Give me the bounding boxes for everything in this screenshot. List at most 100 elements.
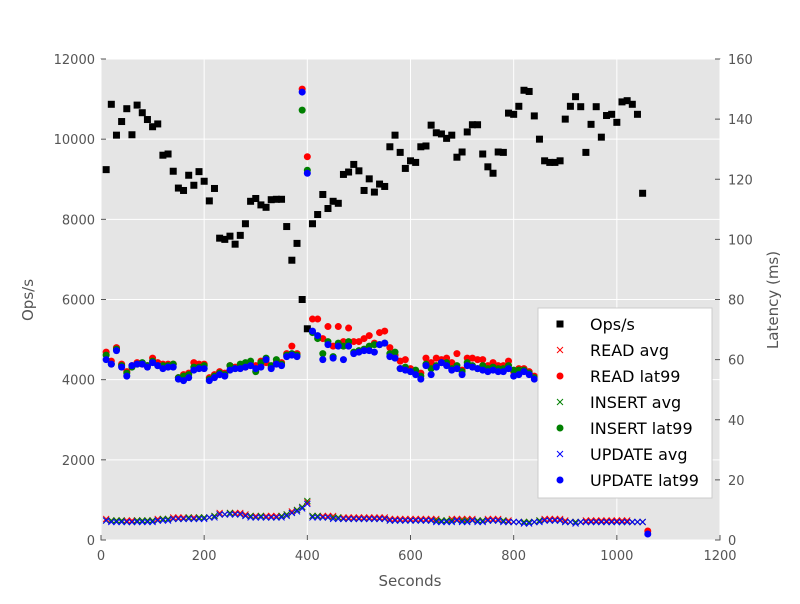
point-ops-s: [499, 148, 507, 156]
point-read-avg: [561, 517, 569, 524]
point-update-avg: [438, 518, 445, 526]
point-read-avg: [123, 517, 131, 524]
point-read-lat99: [422, 354, 430, 362]
point-read-avg: [169, 514, 177, 521]
point-ops-s: [185, 171, 193, 179]
point-update-avg: [412, 517, 420, 524]
point-update-lat99: [262, 356, 270, 364]
point-read-avg: [618, 517, 626, 524]
point-ops-s: [195, 168, 203, 176]
point-update-avg: [205, 514, 213, 521]
point-insert-avg: [107, 517, 115, 524]
legend-label: UPDATE lat99: [590, 471, 699, 490]
point-read-avg: [587, 517, 595, 524]
point-read-lat99: [360, 335, 368, 343]
point-update-avg: [133, 518, 141, 526]
point-ops-s: [417, 143, 425, 151]
point-update-avg: [350, 515, 358, 523]
point-ops-s: [190, 181, 198, 189]
y-axis-right-label: Latency (ms): [764, 251, 782, 349]
point-read-avg: [541, 515, 548, 523]
point-insert-avg: [479, 517, 487, 524]
point-insert-avg: [200, 514, 208, 521]
point-update-avg: [561, 518, 569, 526]
point-insert-avg: [329, 514, 337, 521]
point-read-lat99: [381, 327, 389, 335]
point-insert-lat99: [370, 341, 378, 349]
point-insert-avg: [149, 517, 156, 524]
point-update-lat99: [231, 365, 239, 373]
point-ops-s: [561, 115, 569, 123]
point-read-avg: [407, 515, 414, 523]
point-update-lat99: [180, 377, 188, 385]
point-ops-s: [437, 130, 445, 138]
point-update-lat99: [458, 371, 466, 379]
point-read-avg: [448, 515, 456, 523]
point-update-avg: [634, 518, 641, 526]
point-read-lat99: [453, 350, 461, 358]
y-left-tick-label: 0: [87, 534, 95, 549]
point-update-avg: [458, 518, 466, 526]
point-update-avg: [469, 517, 476, 524]
point-read-lat99: [308, 315, 316, 323]
y-left-tick-label: 8000: [62, 213, 95, 228]
point-read-avg: [551, 515, 559, 523]
point-ops-s: [633, 110, 641, 118]
point-update-lat99: [112, 347, 120, 355]
point-read-avg: [190, 514, 198, 521]
point-update-lat99: [407, 368, 414, 376]
point-read-avg: [386, 515, 394, 523]
series-ops-s: [102, 86, 647, 333]
x-tick-label: 400: [295, 549, 320, 564]
point-ops-s: [247, 197, 255, 205]
point-read-avg: [463, 515, 471, 523]
point-ops-s: [278, 195, 286, 203]
y-right-tick-label: 120: [728, 173, 753, 188]
point-update-lat99: [319, 356, 327, 364]
point-ops-s: [556, 157, 564, 165]
point-update-avg: [309, 514, 316, 521]
point-read-avg: [252, 512, 260, 520]
point-ops-s: [293, 239, 301, 247]
point-read-avg: [180, 514, 187, 521]
point-update-avg: [334, 515, 342, 523]
point-ops-s: [489, 169, 497, 177]
point-read-avg: [469, 515, 476, 523]
point-ops-s: [118, 118, 126, 126]
point-ops-s: [401, 164, 409, 172]
point-update-avg: [211, 514, 218, 521]
point-read-avg: [453, 515, 461, 523]
point-ops-s: [479, 150, 487, 158]
point-insert-lat99: [391, 348, 399, 356]
point-update-avg: [149, 518, 156, 526]
point-update-lat99: [308, 327, 316, 335]
point-update-avg: [391, 517, 399, 524]
point-read-lat99: [324, 323, 332, 331]
ticks: 0 200 400 600 800 1000 12000200040006000800010…: [54, 53, 753, 564]
point-insert-avg: [247, 512, 254, 520]
point-insert-avg: [520, 518, 528, 526]
point-ops-s: [443, 134, 451, 142]
point-update-lat99: [133, 360, 141, 368]
point-update-lat99: [443, 362, 451, 370]
point-update-avg: [159, 517, 167, 524]
legend-box: [537, 307, 713, 499]
legend-marker: [556, 476, 564, 484]
point-update-lat99: [499, 368, 507, 376]
point-ops-s: [448, 131, 456, 139]
point-update-avg: [118, 518, 125, 526]
legend-marker: [556, 346, 564, 354]
point-update-avg: [417, 517, 425, 524]
x-tick-label: 600: [398, 549, 423, 564]
point-update-lat99: [205, 377, 213, 385]
point-read-lat99: [386, 344, 394, 352]
point-ops-s: [138, 109, 146, 117]
point-ops-s: [639, 189, 647, 197]
point-read-avg: [262, 512, 270, 520]
point-ops-s: [603, 112, 611, 120]
point-insert-avg: [118, 517, 125, 524]
y-left-tick-label: 10000: [54, 133, 95, 148]
point-update-avg: [180, 515, 187, 523]
point-update-avg: [484, 517, 492, 524]
